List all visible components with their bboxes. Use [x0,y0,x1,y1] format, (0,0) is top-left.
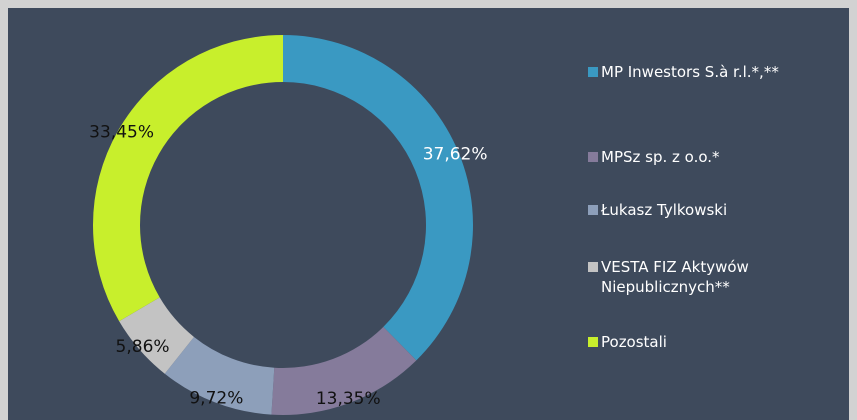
plot: 37,62% 13,35% 9,72% 5,86% 33,45% [89,35,488,415]
legend-swatch [588,205,598,215]
legend-item: VESTA FIZ Aktywów Niepublicznych** [588,257,836,297]
legend-label: MPSz sp. z o.o.* [601,148,720,166]
data-label: 9,72% [189,389,243,409]
legend-item: MP Inwestors S.à r.l.*,** [588,62,836,82]
donut-segment [271,326,417,415]
donut-segment [92,35,283,322]
legend-swatch [588,67,598,77]
legend-swatch [588,337,598,347]
legend-swatch [588,262,598,272]
legend-label: VESTA FIZ Aktywów Niepublicznych** [601,258,749,296]
legend-item: MPSz sp. z o.o.* [588,147,836,167]
donut-segment [119,297,195,374]
donut-segment [164,336,275,415]
legend-item: Pozostali [588,332,836,352]
legend-label: Pozostali [601,333,667,351]
data-label: 37,62% [423,144,488,164]
data-label: 33,45% [89,123,154,143]
legend-swatch [588,152,598,162]
donut-segment [283,35,473,361]
legend-item: Łukasz Tylkowski [588,200,836,220]
legend-label: Łukasz Tylkowski [601,201,728,219]
legend-label: MP Inwestors S.à r.l.*,** [601,63,779,81]
data-label: 13,35% [316,389,381,409]
data-label: 5,86% [116,337,170,357]
